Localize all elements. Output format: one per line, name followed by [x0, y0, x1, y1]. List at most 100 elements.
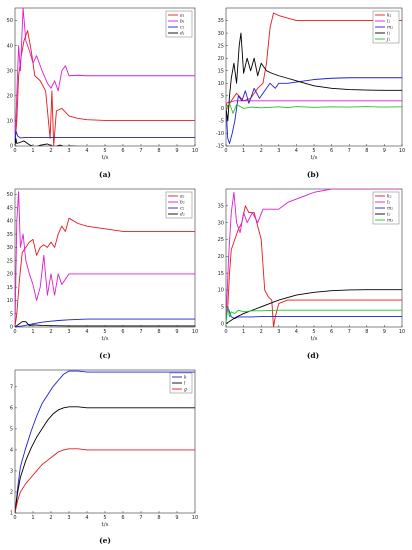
series-group	[226, 12, 402, 144]
legend-label: a₂	[180, 195, 185, 200]
x-tick-label: 6	[330, 148, 333, 154]
x-tick-label: 2	[49, 148, 52, 154]
series-line-3	[15, 130, 195, 144]
legend-label: c₁	[180, 26, 185, 31]
x-tick-label: 0	[13, 148, 16, 154]
x-tick-label: 3	[67, 515, 70, 521]
x-tick-label: 4	[85, 148, 88, 154]
x-tick-label: 5	[103, 515, 106, 521]
y-tick-label: 10	[218, 288, 224, 294]
y-tick-label: 25	[218, 43, 224, 49]
series-line-5	[226, 102, 402, 114]
x-tick-label: 3	[67, 329, 70, 335]
x-tick-label: 2	[260, 148, 263, 154]
series-line-5	[226, 306, 402, 324]
plot-frame	[225, 188, 403, 328]
legend-label: k	[184, 375, 187, 381]
plot-frame	[225, 7, 403, 147]
y-tick-label: 50	[7, 18, 13, 24]
legend-label: k₂	[387, 194, 392, 200]
series-line-4	[15, 138, 80, 146]
y-tick-label: 50	[7, 192, 13, 198]
y-tick-label: 40	[7, 219, 13, 225]
series-line-1	[15, 370, 195, 513]
x-tick-label: 0	[224, 148, 227, 154]
legend-label: l	[184, 381, 186, 387]
y-tick-label: 35	[218, 204, 224, 210]
x-tick-label: 1	[242, 329, 245, 335]
y-tick-label: 35	[218, 18, 224, 24]
y-tick-label: 3	[10, 469, 13, 475]
legend-label: d₂	[180, 212, 185, 218]
y-tick-label: 0	[221, 321, 224, 327]
series-line-2	[15, 406, 195, 513]
x-tick-label: 10	[192, 148, 198, 154]
x-tick-label: 9	[383, 148, 386, 154]
x-tick-label: 8	[157, 148, 160, 154]
x-axis-label: t/s	[311, 155, 318, 161]
series-group	[226, 189, 402, 327]
x-tick-label: 6	[121, 515, 124, 521]
legend-label: m₃	[387, 219, 393, 224]
y-tick-label: 0	[10, 325, 13, 331]
series-line-3	[15, 448, 195, 513]
legend-label: k₁	[387, 13, 392, 19]
y-tick-label: 7	[10, 385, 13, 391]
x-tick-label: 5	[312, 329, 315, 335]
y-tick-label: 25	[7, 258, 13, 264]
x-tick-label: 8	[157, 329, 160, 335]
y-tick-label: 45	[7, 205, 13, 211]
series-line-3	[226, 77, 402, 144]
y-tick-label: -5	[219, 119, 224, 125]
x-tick-label: 1	[242, 148, 245, 154]
x-axis-label: t/s	[102, 155, 109, 161]
x-tick-label: 10	[192, 329, 198, 335]
x-tick-label: 6	[121, 148, 124, 154]
y-tick-label: 0	[221, 106, 224, 112]
x-tick-label: 5	[103, 329, 106, 335]
x-tick-label: 7	[348, 148, 351, 154]
x-tick-label: 7	[139, 148, 142, 154]
y-tick-label: 20	[7, 94, 13, 100]
panel-caption: (a)	[99, 170, 111, 179]
legend-label: l₁	[387, 19, 390, 25]
series-line-4	[226, 32, 402, 122]
series-line-2	[15, 8, 195, 144]
x-tick-label: 1	[31, 329, 34, 335]
x-tick-label: 7	[139, 329, 142, 335]
series-line-1	[15, 30, 195, 146]
y-tick-label: 20	[218, 254, 224, 260]
y-tick-label: 30	[218, 220, 224, 226]
series-group	[15, 370, 195, 513]
panel-caption: (c)	[99, 351, 111, 360]
x-tick-label: 1	[31, 515, 34, 521]
y-tick-label: 15	[7, 285, 13, 291]
legend-label: b₂	[180, 200, 185, 206]
x-tick-label: 1	[31, 148, 34, 154]
x-tick-label: 2	[49, 515, 52, 521]
x-tick-label: 5	[103, 148, 106, 154]
y-tick-label: 6	[10, 406, 13, 412]
y-tick-label: -10	[216, 131, 224, 137]
x-tick-label: 4	[85, 329, 88, 335]
panel-caption: (e)	[99, 536, 111, 545]
legend-label: j₁	[386, 37, 390, 43]
x-tick-label: 0	[224, 329, 227, 335]
legend-label: a₁	[180, 14, 185, 19]
x-tick-label: 8	[365, 148, 368, 154]
legend-label: m₁	[387, 26, 393, 31]
x-tick-label: 6	[121, 329, 124, 335]
y-tick-label: 5	[10, 427, 13, 433]
series-line-1	[226, 12, 402, 108]
x-tick-label: 3	[67, 148, 70, 154]
y-tick-label: 10	[7, 119, 13, 125]
x-tick-label: 2	[49, 329, 52, 335]
x-tick-label: 5	[312, 148, 315, 154]
x-tick-label: 9	[175, 148, 178, 154]
series-line-2	[15, 191, 195, 327]
x-tick-label: 8	[365, 329, 368, 335]
x-tick-label: 3	[277, 148, 280, 154]
